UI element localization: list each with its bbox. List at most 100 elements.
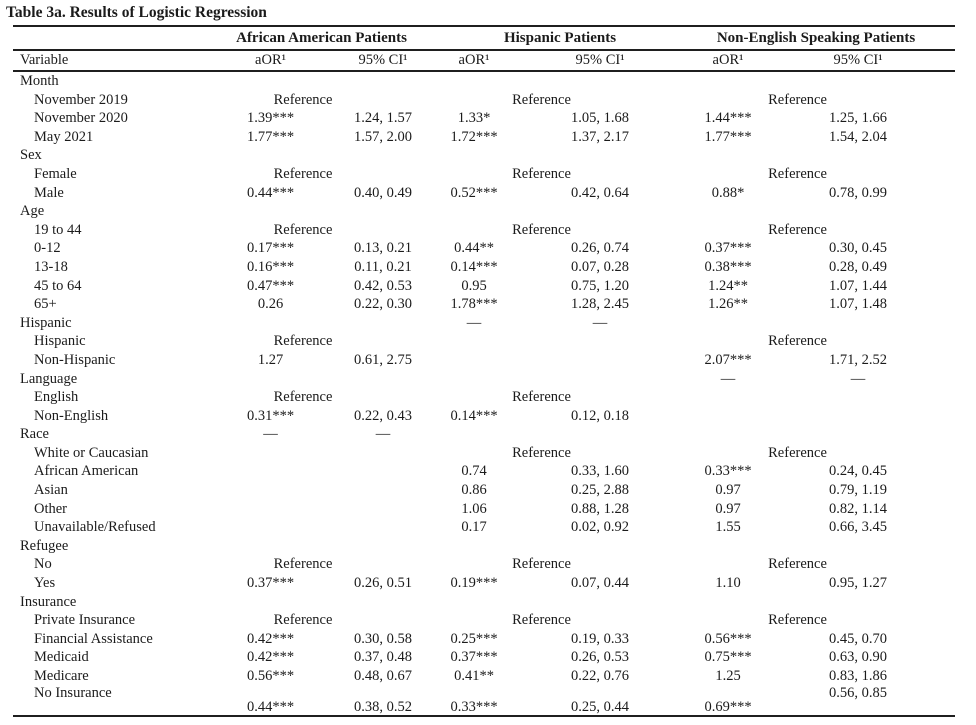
table-row: Race — — (13, 425, 955, 444)
ci-cell (323, 500, 443, 519)
ci-cell: 1.57, 2.00 (354, 128, 412, 145)
aor-cell (218, 202, 323, 221)
aor-cell (443, 351, 505, 370)
ci-cell: 0.42, 0.64 (571, 184, 630, 201)
reference-cell: Reference (768, 612, 827, 629)
aor-cell: 0.44** (454, 240, 494, 257)
table-row: 0-12 0.17*** 0.13, 0.21 0.44** 0.26, 0.74 0.3… (13, 239, 955, 258)
table-row: Language — — (13, 370, 955, 389)
ci-cell: — (850, 370, 866, 387)
ci-cell: 0.28, 0.49 (829, 258, 888, 275)
aor-cell (218, 500, 323, 519)
ci-cell (505, 425, 695, 444)
ci-cell (761, 407, 955, 426)
row-label-subitem: Medicaid (34, 649, 89, 666)
aor-cell: 0.14*** (450, 407, 498, 424)
aor-cell: 0.37*** (246, 575, 295, 592)
aor-cell: 0.69*** (704, 699, 752, 716)
aor-cell: 0.52*** (450, 184, 498, 201)
aor-cell: 0.14*** (450, 258, 498, 275)
ci-column-header: 95% CI¹ (505, 50, 696, 72)
ci-cell: 1.71, 2.52 (829, 351, 888, 368)
reference-cell: Reference (768, 221, 827, 238)
aor-cell (695, 146, 761, 165)
table-row: Non-English 0.31*** 0.22, 0.43 0.14*** 0.12,… (13, 407, 955, 426)
aor-cell: 1.33* (457, 110, 491, 127)
table-row: 45 to 64 0.47*** 0.42, 0.53 0.95 0.75, 1.20 1… (13, 277, 955, 296)
ci-cell: 0.07, 0.44 (571, 575, 630, 592)
aor-cell: — (720, 370, 736, 387)
row-label-subitem: No Insurance (34, 684, 112, 701)
row-label-category: Language (20, 370, 78, 387)
aor-cell: 0.56*** (246, 668, 295, 684)
ci-cell: — (592, 314, 608, 331)
aor-cell: 1.78*** (450, 296, 498, 313)
aor-cell: 1.77*** (704, 128, 752, 145)
aor-cell: 1.77*** (246, 128, 295, 145)
ci-cell: 0.75, 1.20 (571, 277, 630, 294)
row-label-subitem (13, 700, 218, 716)
aor-cell: — (263, 426, 278, 443)
aor-cell: 0.41** (454, 668, 494, 684)
row-label-subitem: Non-English (34, 407, 109, 424)
ci-cell: 0.78, 0.99 (829, 184, 888, 201)
ci-cell (761, 71, 955, 91)
table-row: Other 1.06 0.88, 1.28 0.97 0.82, 1.14 (13, 500, 955, 519)
row-label-subitem: 45 to 64 (34, 277, 82, 294)
aor-cell: 0.44*** (246, 184, 295, 201)
row-label-subitem: Yes (34, 575, 56, 592)
reference-cell: Reference (512, 556, 571, 573)
ci-cell (761, 537, 955, 556)
ci-cell (323, 370, 443, 389)
aor-cell: 0.17*** (246, 240, 295, 257)
aor-cell (695, 537, 761, 556)
ci-cell: 0.48, 0.67 (354, 668, 412, 684)
aor-cell: 1.72*** (450, 128, 498, 145)
ci-cell (323, 202, 443, 221)
ci-cell: 1.07, 1.48 (829, 296, 888, 313)
ci-cell (505, 332, 695, 351)
ci-cell: 0.83, 1.86 (829, 668, 888, 684)
aor-cell: 0.31*** (246, 407, 295, 424)
ci-cell: 0.56, 0.85 (829, 684, 888, 701)
aor-cell: 0.37*** (704, 240, 752, 257)
aor-cell: 0.86 (461, 482, 487, 499)
ci-column-header: 95% CI¹ (761, 50, 956, 72)
row-label-subitem: November 2020 (34, 110, 128, 127)
row-label-category: Hispanic (20, 314, 72, 331)
ci-cell: 0.40, 0.49 (354, 184, 412, 201)
aor-cell (218, 686, 323, 701)
reference-cell: Reference (768, 556, 827, 573)
row-label-category: Age (20, 203, 45, 220)
row-label-category: Race (20, 426, 49, 443)
ci-cell: 0.24, 0.45 (829, 463, 888, 480)
logistic-regression-table: African American Patients Hispanic Patie… (13, 25, 956, 717)
aor-cell: 0.33*** (450, 699, 498, 716)
ci-cell (761, 314, 955, 333)
row-label-subitem: 0-12 (34, 240, 61, 257)
header-spacer (13, 26, 218, 51)
row-label-subitem: 65+ (34, 296, 57, 313)
aor-cell (218, 314, 323, 333)
row-label-subitem: Other (34, 500, 68, 517)
ci-cell: 0.79, 1.19 (829, 482, 888, 499)
ci-cell (323, 71, 443, 91)
ci-cell: 1.07, 1.44 (829, 277, 888, 294)
ci-cell: 0.22, 0.30 (354, 296, 412, 313)
table-row: African American 0.74 0.33, 1.60 0.33*** 0.2… (13, 462, 955, 481)
aor-cell: 1.27 (257, 351, 284, 368)
aor-cell (218, 462, 323, 481)
ci-cell: 0.26, 0.74 (571, 240, 630, 257)
reference-cell: Reference (273, 556, 333, 573)
ci-cell (323, 444, 443, 463)
group-header-hispanic: Hispanic Patients (443, 26, 696, 51)
aor-cell: 0.88* (711, 184, 745, 201)
ci-cell: 0.22, 0.76 (571, 668, 630, 684)
aor-cell: 1.06 (461, 500, 487, 517)
ci-cell: 1.28, 2.45 (571, 296, 630, 313)
table-row: November 2020 1.39*** 1.24, 1.57 1.33* 1.05,… (13, 109, 955, 128)
aor-cell: 0.75*** (704, 649, 752, 666)
aor-cell (443, 686, 505, 701)
ci-cell: 0.22, 0.43 (354, 407, 412, 424)
aor-cell: 0.44*** (246, 699, 295, 716)
